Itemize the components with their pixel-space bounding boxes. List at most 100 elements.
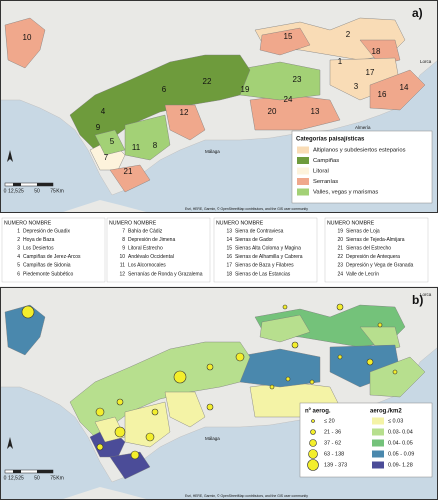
table-number: 3: [17, 246, 20, 252]
table-name: Hoya de Baza: [23, 237, 55, 243]
table-name: Valle de Lecrín: [346, 271, 379, 277]
table-number: 14: [226, 237, 232, 243]
table-number: 10: [119, 254, 125, 260]
table-name: Depresión de Antequera: [346, 254, 400, 260]
legend-swatch: [372, 461, 384, 469]
legend-swatch: [297, 178, 309, 185]
place-name: Lorca: [420, 292, 432, 297]
legend-title: aerog./km2: [370, 409, 402, 415]
scale-label: Km: [56, 475, 64, 481]
table-header: NUMERO NOMBRE: [109, 220, 157, 226]
legend-label: 139 - 373: [324, 462, 347, 468]
region: [4, 304, 46, 356]
legend-label: 0.03- 0.04: [388, 429, 413, 435]
table-number: 4: [17, 254, 20, 260]
scale-label: 75: [50, 188, 56, 194]
turbine-circle: [96, 443, 104, 451]
region-number: 16: [378, 90, 387, 99]
land: [60, 487, 150, 500]
turbine-circle: [173, 370, 187, 384]
scale-bar: [37, 183, 53, 186]
place-name: Lorca: [420, 59, 432, 64]
table-header: NUMERO NOMBRE: [4, 220, 52, 226]
land: [60, 200, 150, 213]
legend-circle: [310, 429, 316, 435]
legend-label: 0.04- 0.05: [388, 440, 413, 446]
region-number: 22: [203, 77, 212, 86]
turbine-circle: [309, 379, 315, 385]
legend-label: 0.09- 1.28: [388, 462, 413, 468]
region-number: 4: [101, 107, 106, 116]
scale-label: 0: [4, 475, 7, 481]
legend-label: ≤ 0.03: [388, 418, 403, 424]
table-number: 11: [120, 263, 125, 269]
legend-label: Campiñas: [313, 158, 339, 164]
region-number: 10: [23, 33, 32, 42]
table-box: [324, 217, 429, 283]
legend-circle: [308, 449, 318, 459]
region-number: 7: [104, 153, 109, 162]
region-number: 17: [366, 68, 375, 77]
attribution: Esri, HERE, Garmin, © OpenStreetMap cont…: [185, 494, 308, 498]
legend-swatch: [372, 428, 384, 436]
scale-label: 25: [18, 188, 24, 194]
table-name: Sierras de Las Estancias: [235, 271, 291, 277]
table-number: 7: [122, 228, 125, 234]
turbine-circle: [291, 341, 299, 349]
region: [259, 27, 311, 56]
table-number: 1: [17, 228, 20, 234]
legend-label: 37 - 62: [324, 440, 341, 446]
turbine-circle: [285, 376, 291, 382]
legend-box: [299, 402, 433, 478]
region-number: 20: [268, 107, 277, 116]
region-number: 5: [110, 137, 115, 146]
scale-label: Km: [56, 188, 64, 194]
legend-title: Categorías paisajísticas: [296, 137, 365, 143]
turbine-circle: [116, 398, 124, 406]
scale-bar: [13, 183, 21, 186]
table-number: 19: [337, 228, 343, 234]
legend-label: 63 - 138: [324, 451, 344, 457]
table-name: Sierras del Estrecho: [346, 246, 391, 252]
table-name: Depresión de Jimena: [128, 237, 175, 243]
table-box: [213, 217, 318, 283]
scale-label: 25: [18, 475, 24, 481]
region-number: 11: [132, 143, 141, 152]
turbine-circle: [206, 403, 214, 411]
scale-label: 50: [34, 475, 40, 481]
region-number: 13: [311, 107, 320, 116]
legend-swatch: [297, 146, 309, 154]
region: [369, 69, 426, 111]
table-name: Campiñas de Jerez-Arcos: [23, 254, 81, 260]
turbine-circle: [377, 322, 383, 328]
scale-label: 50: [34, 188, 40, 194]
scale-label: 75: [50, 475, 56, 481]
turbine-circle: [392, 369, 398, 375]
region-number: 18: [372, 47, 381, 56]
legend-swatch: [372, 439, 384, 447]
turbine-circle: [337, 354, 343, 360]
table-number: 16: [226, 254, 232, 260]
legend-box: [291, 130, 433, 204]
region: [164, 104, 206, 141]
place-name: Málaga: [205, 436, 220, 441]
panel-b: 0 12,5 25 50 75 Km Esri, HERE, Garmin, © OpenS…: [0, 286, 438, 500]
table-number: 24: [337, 271, 343, 277]
turbine-circle: [95, 407, 105, 417]
region-number: 23: [293, 75, 302, 84]
table-header: NUMERO NOMBRE: [216, 220, 264, 226]
place-name: Almería: [355, 125, 371, 130]
legend-label: Serranías: [313, 179, 338, 185]
table-name: Litoral Estrecho: [128, 246, 163, 252]
table-number: 2: [17, 237, 20, 243]
legend-swatch: [372, 450, 384, 458]
table-name: Campiñas de Sidonia: [23, 263, 71, 269]
legend-swatch: [297, 188, 309, 196]
turbine-circle: [282, 304, 288, 310]
table-number: 18: [226, 271, 232, 277]
region: [4, 17, 46, 69]
turbine-circle: [145, 432, 155, 442]
table-name: Depresión y Vega de Granada: [346, 263, 413, 269]
attribution: Esri, HERE, Garmin, © OpenStreetMap cont…: [185, 207, 308, 211]
